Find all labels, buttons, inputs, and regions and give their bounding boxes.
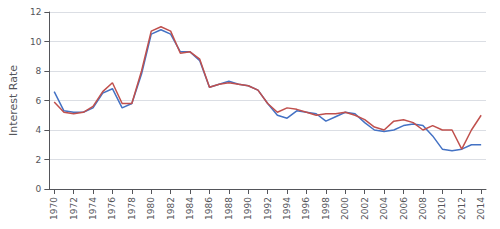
- svg-text:1984: 1984: [185, 197, 195, 220]
- svg-text:1998: 1998: [321, 197, 331, 220]
- svg-text:2008: 2008: [418, 197, 428, 220]
- svg-text:1992: 1992: [263, 197, 273, 220]
- svg-text:2014: 2014: [476, 197, 486, 220]
- svg-text:1986: 1986: [204, 197, 214, 220]
- svg-text:1970: 1970: [49, 197, 59, 220]
- svg-text:1990: 1990: [243, 197, 253, 220]
- svg-text:2012: 2012: [457, 197, 467, 220]
- svg-text:1978: 1978: [127, 197, 137, 220]
- svg-text:1988: 1988: [224, 197, 234, 220]
- svg-text:1996: 1996: [301, 197, 311, 220]
- svg-text:6: 6: [36, 96, 42, 106]
- svg-text:2000: 2000: [340, 197, 350, 220]
- svg-text:1980: 1980: [146, 197, 156, 220]
- svg-text:0: 0: [36, 184, 42, 194]
- svg-text:1976: 1976: [107, 197, 117, 220]
- svg-text:2: 2: [36, 155, 42, 165]
- svg-text:2010: 2010: [437, 197, 447, 220]
- svg-text:1972: 1972: [69, 197, 79, 220]
- svg-text:1982: 1982: [166, 197, 176, 220]
- svg-text:12: 12: [30, 7, 41, 17]
- svg-text:2004: 2004: [379, 197, 389, 220]
- svg-text:8: 8: [36, 66, 42, 76]
- svg-text:10: 10: [30, 37, 42, 47]
- svg-text:2006: 2006: [399, 197, 409, 220]
- svg-text:Interest Rate: Interest Rate: [7, 65, 20, 136]
- svg-text:2002: 2002: [360, 197, 370, 220]
- svg-text:1994: 1994: [282, 197, 292, 220]
- svg-text:1974: 1974: [88, 197, 98, 220]
- svg-text:4: 4: [36, 125, 42, 135]
